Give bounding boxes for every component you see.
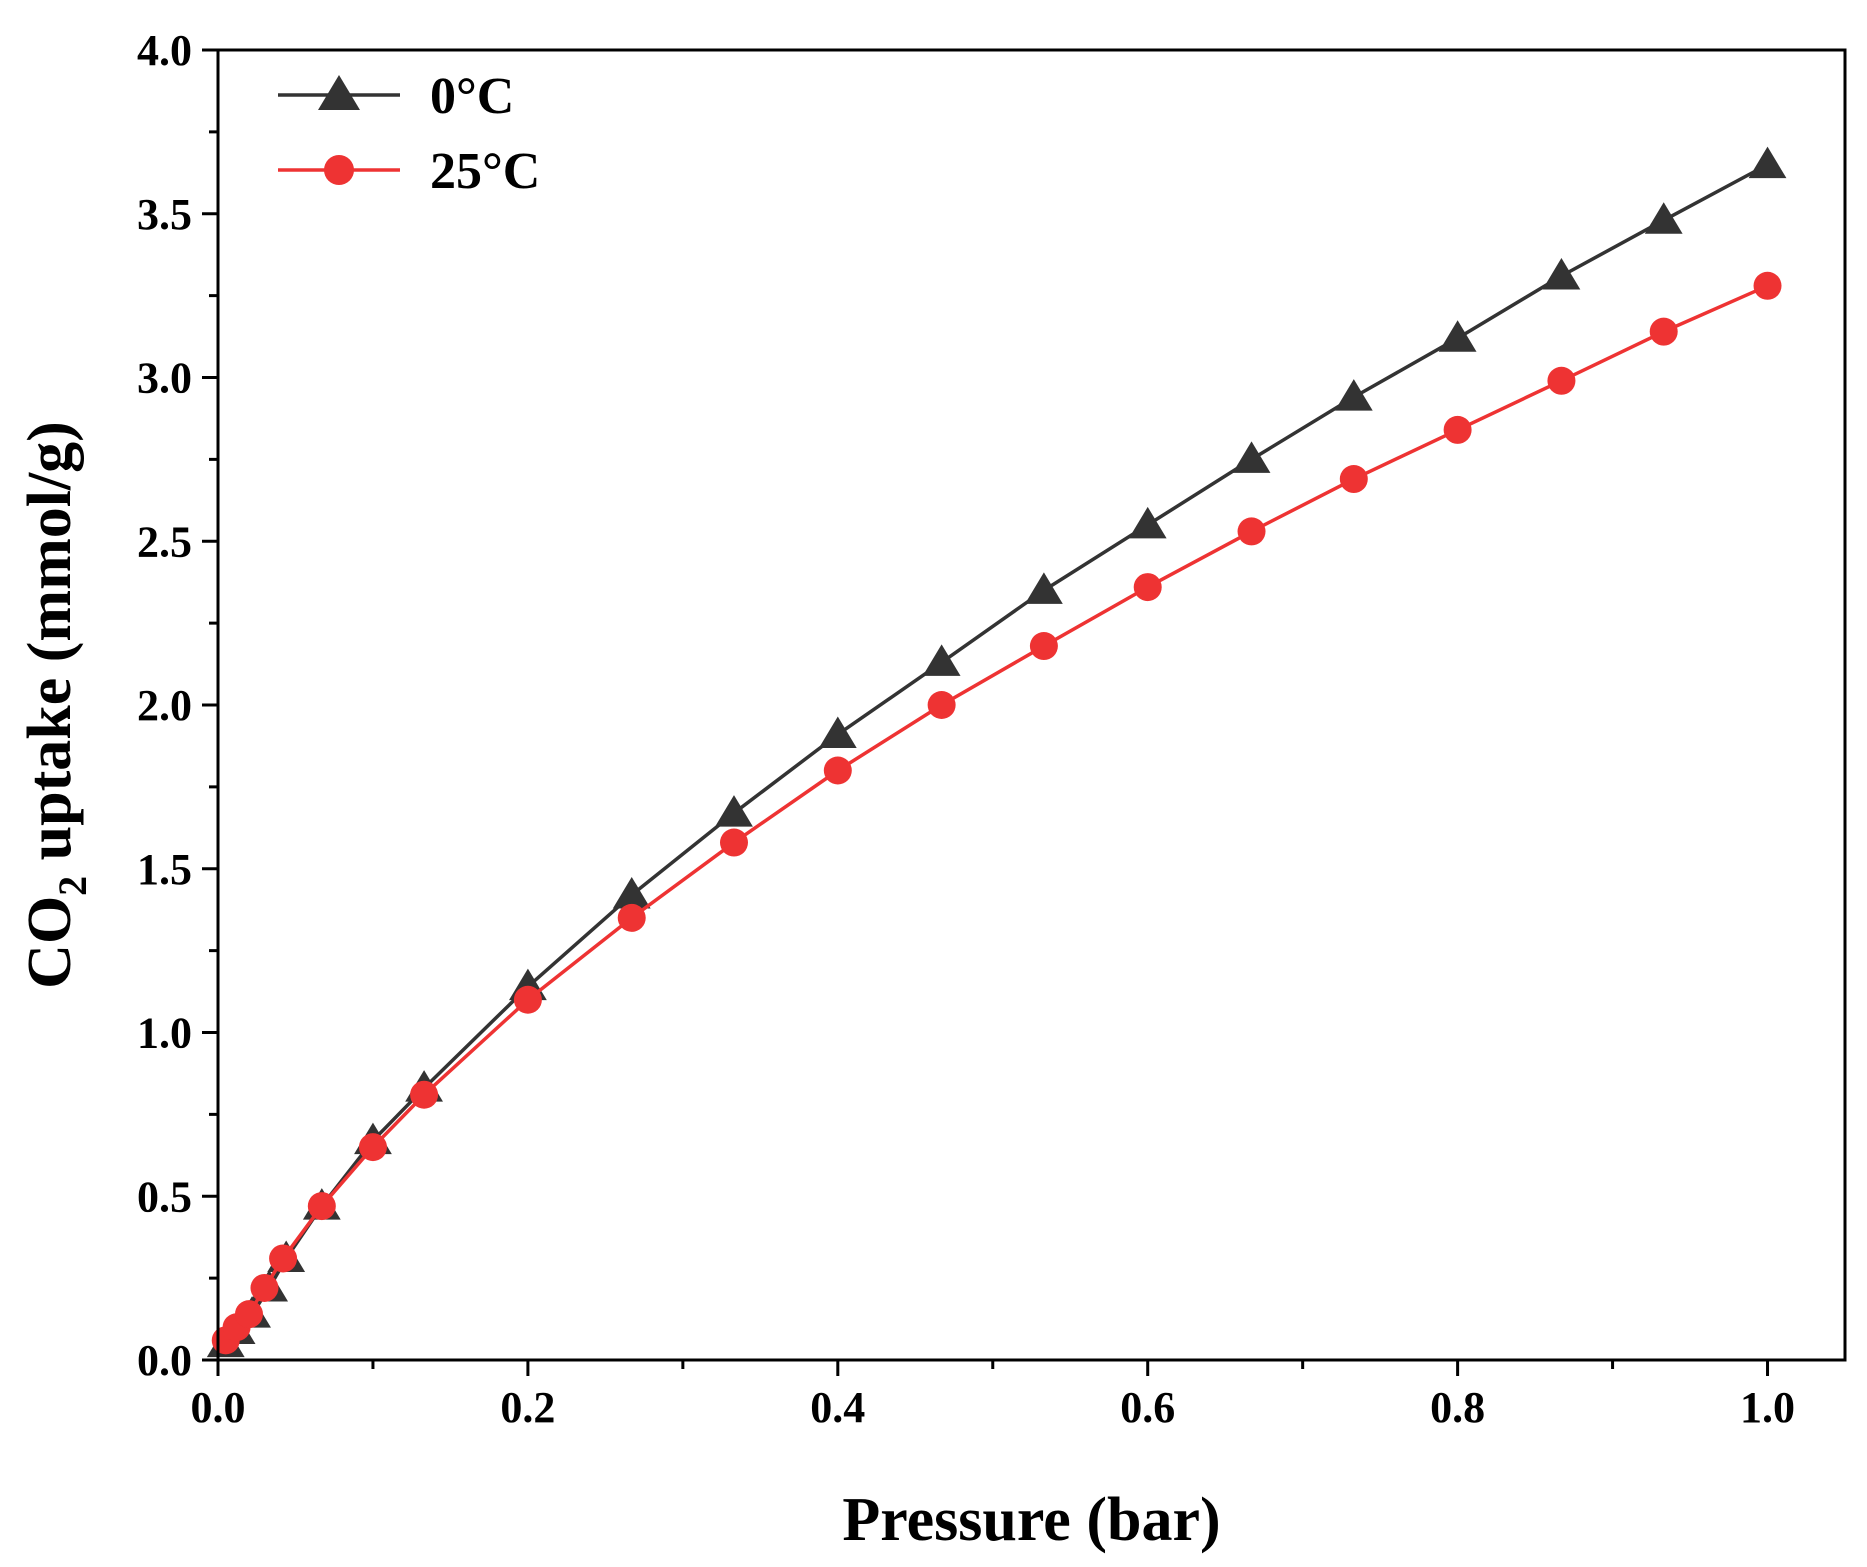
legend-marker-triangle-icon [318, 75, 360, 110]
data-point-circle-1 [269, 1244, 298, 1273]
data-point-triangle-0 [1232, 441, 1271, 473]
data-point-circle-1 [823, 756, 852, 785]
x-axis-title: Pressure (bar) [842, 1486, 1220, 1554]
data-point-circle-1 [1133, 573, 1162, 602]
data-point-circle-1 [307, 1192, 336, 1221]
data-point-circle-1 [1029, 632, 1058, 661]
legend-entry-0c: 0°C [278, 68, 514, 125]
y-tick-label: 3.5 [137, 190, 192, 239]
data-point-triangle-0 [1644, 202, 1683, 234]
y-tick-label: 3.0 [137, 354, 192, 403]
data-point-circle-1 [410, 1080, 439, 1109]
data-point-circle-1 [1339, 465, 1368, 494]
plot-frame [216, 48, 1847, 1362]
y-tick-label: 0.5 [137, 1172, 192, 1221]
series-line-1 [224, 284, 1769, 1342]
axis-ticks [202, 48, 1770, 1376]
data-point-triangle-0 [1334, 379, 1373, 411]
data-point-circle-1 [927, 691, 956, 719]
x-tick-label: 0.0 [191, 1383, 246, 1432]
legend-marker-circle-icon [324, 155, 354, 185]
x-tick-label: 0.6 [1120, 1383, 1175, 1432]
data-point-circle-1 [1237, 517, 1266, 546]
series-layer [206, 146, 1787, 1358]
y-axis-title-prefix: CO [16, 896, 84, 989]
data-point-circle-1 [1443, 415, 1472, 444]
y-axis-title-subscript: 2 [50, 876, 95, 896]
y-tick-label: 4.0 [137, 26, 192, 75]
y-tick-label: 2.5 [137, 517, 192, 566]
x-tick-label: 1.0 [1740, 1383, 1795, 1432]
data-point-triangle-0 [1748, 146, 1787, 179]
legend-label-0c: 0°C [430, 68, 514, 125]
data-point-circle-1 [719, 828, 748, 857]
data-point-circle-1 [1547, 366, 1576, 395]
legend: 0°C 25°C [278, 68, 540, 200]
data-point-circle-1 [617, 903, 646, 932]
series-line-0 [224, 163, 1769, 1345]
y-axis-title-suffix: uptake (mmol/g) [16, 421, 84, 876]
y-tick-label: 1.0 [137, 1009, 192, 1058]
data-point-triangle-0 [1024, 572, 1063, 604]
data-point-circle-1 [234, 1300, 263, 1329]
data-point-circle-1 [1649, 317, 1678, 346]
x-tick-label: 0.4 [810, 1383, 865, 1432]
tick-labels: 0.0 0.2 0.4 0.6 0.8 1.0 0.0 0.5 1.0 1.5 2.0 2.5 3.0 3… [137, 26, 1795, 1432]
data-point-triangle-0 [1128, 506, 1167, 539]
x-tick-label: 0.8 [1430, 1383, 1485, 1432]
data-point-circle-1 [1753, 271, 1782, 300]
data-point-triangle-0 [1542, 257, 1581, 290]
legend-entry-25c: 25°C [278, 143, 540, 200]
y-tick-label: 1.5 [137, 845, 192, 894]
data-point-triangle-0 [715, 795, 753, 827]
data-point-circle-1 [358, 1133, 387, 1162]
y-axis-title: CO2 uptake (mmol/g) [16, 421, 95, 989]
data-point-triangle-0 [818, 716, 857, 748]
y-tick-label: 0.0 [137, 1336, 192, 1385]
data-point-circle-1 [250, 1273, 279, 1302]
data-point-triangle-0 [922, 644, 961, 676]
x-tick-label: 0.2 [500, 1383, 555, 1432]
legend-label-25c: 25°C [430, 143, 540, 200]
y-tick-label: 2.0 [137, 681, 192, 730]
data-point-circle-1 [513, 985, 542, 1014]
data-point-triangle-0 [1438, 320, 1477, 352]
data-point-triangle-0 [612, 876, 651, 909]
